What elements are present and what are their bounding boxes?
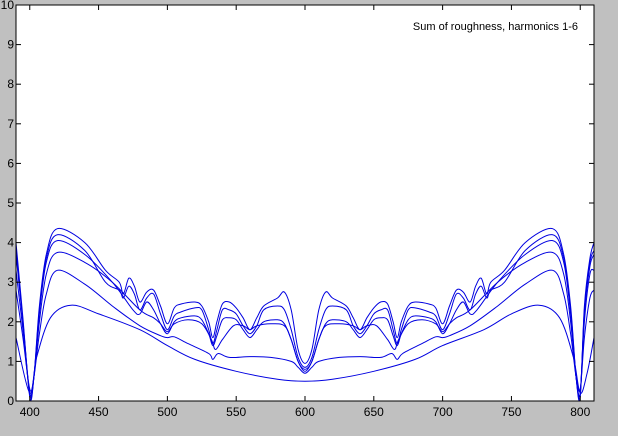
x-tick-label: 750 <box>501 405 521 419</box>
x-tick-label: 500 <box>157 405 177 419</box>
series-layer <box>15 227 595 402</box>
y-tick-label: 1 <box>7 354 14 368</box>
x-tick-label: 800 <box>570 405 590 419</box>
y-tick-label: 2 <box>7 315 14 329</box>
y-tick-label: 4 <box>7 236 14 250</box>
y-tick-label: 5 <box>7 196 14 210</box>
x-tick-label: 600 <box>295 405 315 419</box>
y-tick-label: 9 <box>7 38 14 52</box>
y-tick-label: 7 <box>7 117 14 131</box>
y-tick-label: 6 <box>7 156 14 170</box>
plot-area <box>16 5 594 401</box>
y-tick-label: 0 <box>7 394 14 408</box>
x-tick-label: 450 <box>89 405 109 419</box>
x-tick-label: 400 <box>20 405 40 419</box>
series-line-5 <box>15 234 595 400</box>
series-line-2 <box>15 269 595 392</box>
y-tick-label: 10 <box>1 0 15 12</box>
series-line-4 <box>15 240 595 398</box>
x-tick-label: 650 <box>364 405 384 419</box>
series-line-1 <box>15 304 595 394</box>
series-line-6 <box>15 227 595 402</box>
ticks-layer: 400 450 500 550 600 650 700 750 800 0 1 2 3 4 5 6 7 8 9 10 <box>1 0 594 419</box>
legend-annotation: Sum of roughness, harmonics 1-6 <box>413 21 578 33</box>
x-tick-label: 700 <box>433 405 453 419</box>
y-tick-label: 8 <box>7 77 14 91</box>
y-tick-label: 3 <box>7 275 14 289</box>
x-tick-label: 550 <box>226 405 246 419</box>
